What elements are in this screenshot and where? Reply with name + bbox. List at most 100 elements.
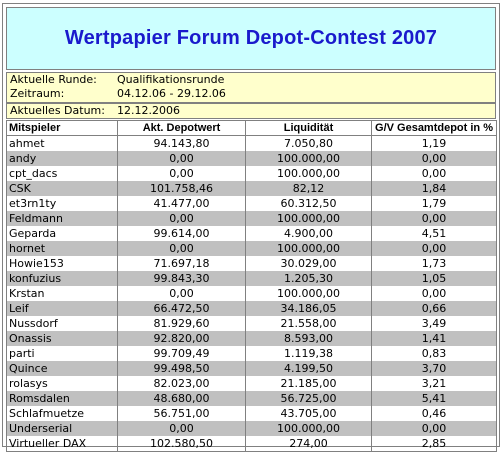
player-name-cell: rolasys xyxy=(6,376,118,391)
page-title: Wertpapier Forum Depot-Contest 2007 xyxy=(64,27,438,49)
round-value: Qualifikationsrunde xyxy=(117,73,225,86)
liquidity-cell: 43.705,00 xyxy=(245,406,372,421)
player-name-cell: Romsdalen xyxy=(6,391,118,406)
player-name-cell: Quince xyxy=(6,361,118,376)
gain-loss-cell: 1,79 xyxy=(371,196,497,211)
player-name-cell: Geparda xyxy=(6,226,118,241)
depot-value-cell: 0,00 xyxy=(117,286,246,301)
table-row: Feldmann 0,00 100.000,00 0,00 xyxy=(6,211,497,226)
table-row: Leif 66.472,50 34.186,05 0,66 xyxy=(6,301,497,316)
liquidity-cell: 100.000,00 xyxy=(245,151,372,166)
date-label: Aktuelles Datum: xyxy=(10,104,105,117)
table-row: Howie153 71.697,18 30.029,00 1,73 xyxy=(6,256,497,271)
depot-value-cell: 0,00 xyxy=(117,211,246,226)
player-name-cell: andy xyxy=(6,151,118,166)
player-name-cell: Feldmann xyxy=(6,211,118,226)
gain-loss-cell: 3,49 xyxy=(371,316,497,331)
depot-value-cell: 99.843,30 xyxy=(117,271,246,286)
round-row: Aktuelle Runde: Qualifikationsrunde xyxy=(7,73,495,87)
gain-loss-cell: 1,73 xyxy=(371,256,497,271)
liquidity-cell: 56.725,00 xyxy=(245,391,372,406)
gain-loss-cell: 0,00 xyxy=(371,421,497,436)
date-info-box: Aktuelles Datum: 12.12.2006 xyxy=(6,103,496,119)
gain-loss-cell: 3,21 xyxy=(371,376,497,391)
gain-loss-cell: 1,05 xyxy=(371,271,497,286)
table-row: Krstan 0,00 100.000,00 0,00 xyxy=(6,286,497,301)
depot-value-cell: 99.498,50 xyxy=(117,361,246,376)
depot-value-cell: 99.709,49 xyxy=(117,346,246,361)
depot-value-cell: 48.680,00 xyxy=(117,391,246,406)
table-row: konfuzius 99.843,30 1.205,30 1,05 xyxy=(6,271,497,286)
player-name-cell: Underserial xyxy=(6,421,118,436)
column-header-depot-value: Akt. Depotwert xyxy=(117,120,246,136)
liquidity-cell: 100.000,00 xyxy=(245,166,372,181)
round-info-box: Aktuelle Runde: Qualifikationsrunde Zeit… xyxy=(6,72,496,103)
liquidity-cell: 7.050,80 xyxy=(245,135,372,151)
liquidity-cell: 30.029,00 xyxy=(245,256,372,271)
gain-loss-cell: 3,70 xyxy=(371,361,497,376)
table-row: parti 99.709,49 1.119,38 0,83 xyxy=(6,346,497,361)
depot-value-cell: 0,00 xyxy=(117,151,246,166)
table-row: rolasys 82.023,00 21.185,00 3,21 xyxy=(6,376,497,391)
gain-loss-cell: 0,66 xyxy=(371,301,497,316)
liquidity-cell: 1.205,30 xyxy=(245,271,372,286)
table-row: CSK 101.758,46 82,12 1,84 xyxy=(6,181,497,196)
player-name-cell: konfuzius xyxy=(6,271,118,286)
depot-value-cell: 99.614,00 xyxy=(117,226,246,241)
liquidity-cell: 60.312,50 xyxy=(245,196,372,211)
depot-value-cell: 0,00 xyxy=(117,241,246,256)
table-row: Romsdalen 48.680,00 56.725,00 5,41 xyxy=(6,391,497,406)
player-name-cell: Leif xyxy=(6,301,118,316)
table-row: ahmet 94.143,80 7.050,80 1,19 xyxy=(6,135,497,151)
gain-loss-cell: 4,51 xyxy=(371,226,497,241)
gain-loss-cell: 0,00 xyxy=(371,166,497,181)
liquidity-cell: 274,00 xyxy=(245,436,372,452)
table-row: cpt_dacs 0,00 100.000,00 0,00 xyxy=(6,166,497,181)
player-name-cell: parti xyxy=(6,346,118,361)
depot-value-cell: 92.820,00 xyxy=(117,331,246,346)
column-header-liquidity: Liquidität xyxy=(245,120,372,136)
table-row: Nussdorf 81.929,60 21.558,00 3,49 xyxy=(6,316,497,331)
depot-value-cell: 81.929,60 xyxy=(117,316,246,331)
gain-loss-cell: 0,46 xyxy=(371,406,497,421)
player-name-cell: hornet xyxy=(6,241,118,256)
liquidity-cell: 100.000,00 xyxy=(245,421,372,436)
gain-loss-cell: 0,00 xyxy=(371,151,497,166)
player-name-cell: ahmet xyxy=(6,135,118,151)
table-row: Underserial 0,00 100.000,00 0,00 xyxy=(6,421,497,436)
gain-loss-cell: 1,84 xyxy=(371,181,497,196)
period-label: Zeitraum: xyxy=(10,87,65,100)
liquidity-cell: 21.558,00 xyxy=(245,316,372,331)
gain-loss-cell: 0,00 xyxy=(371,211,497,226)
liquidity-cell: 100.000,00 xyxy=(245,241,372,256)
table-row: Schlafmuetze 56.751,00 43.705,00 0,46 xyxy=(6,406,497,421)
gain-loss-cell: 5,41 xyxy=(371,391,497,406)
gain-loss-cell: 0,00 xyxy=(371,241,497,256)
date-row: Aktuelles Datum: 12.12.2006 xyxy=(7,104,495,118)
contest-sheet: Wertpapier Forum Depot-Contest 2007 Aktu… xyxy=(2,3,500,452)
period-row: Zeitraum: 04.12.06 - 29.12.06 xyxy=(7,87,495,101)
column-header-player: Mitspieler xyxy=(6,120,118,136)
liquidity-cell: 100.000,00 xyxy=(245,211,372,226)
table-row: Onassis 92.820,00 8.593,00 1,41 xyxy=(6,331,497,346)
round-label: Aktuelle Runde: xyxy=(10,73,97,86)
player-name-cell: et3rn1ty xyxy=(6,196,118,211)
depot-value-cell: 82.023,00 xyxy=(117,376,246,391)
liquidity-cell: 4.900,00 xyxy=(245,226,372,241)
player-name-cell: Howie153 xyxy=(6,256,118,271)
depot-value-cell: 101.758,46 xyxy=(117,181,246,196)
gain-loss-cell: 0,83 xyxy=(371,346,497,361)
liquidity-cell: 8.593,00 xyxy=(245,331,372,346)
liquidity-cell: 82,12 xyxy=(245,181,372,196)
table-row: Geparda 99.614,00 4.900,00 4,51 xyxy=(6,226,497,241)
depot-value-cell: 41.477,00 xyxy=(117,196,246,211)
liquidity-cell: 4.199,50 xyxy=(245,361,372,376)
table-row: hornet 0,00 100.000,00 0,00 xyxy=(6,241,497,256)
depot-value-cell: 0,00 xyxy=(117,166,246,181)
player-name-cell: Onassis xyxy=(6,331,118,346)
player-name-cell: CSK xyxy=(6,181,118,196)
player-name-cell: Nussdorf xyxy=(6,316,118,331)
player-name-cell: cpt_dacs xyxy=(6,166,118,181)
depot-value-cell: 66.472,50 xyxy=(117,301,246,316)
title-banner: Wertpapier Forum Depot-Contest 2007 xyxy=(6,7,496,70)
